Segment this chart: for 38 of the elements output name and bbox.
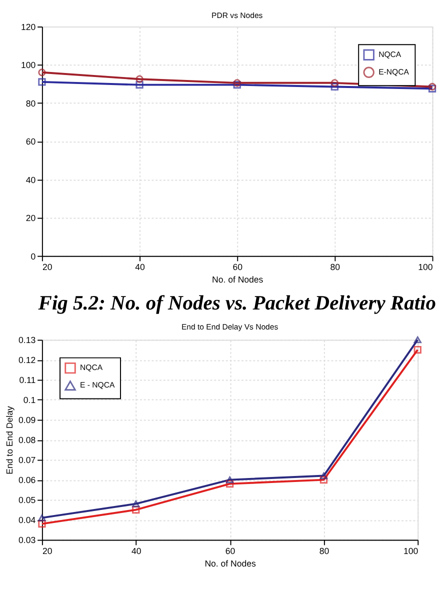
legend-label: E - NQCA — [80, 380, 116, 390]
x-tick-label: 80 — [319, 546, 330, 556]
x-tick-label: 40 — [135, 262, 146, 272]
y-tick-label: 20 — [26, 213, 36, 224]
y-tick-label: 0.13 — [18, 335, 36, 346]
y-tick-label: 0.08 — [18, 435, 36, 446]
y-tick-label: 0.04 — [18, 515, 36, 526]
y-tick-label: 80 — [26, 98, 36, 108]
y-tick-label: 0.1 — [23, 395, 36, 406]
x-tick-label: 60 — [225, 546, 236, 556]
legend-label: E-NQCA — [378, 67, 410, 76]
chart-title: PDR vs Nodes — [212, 10, 263, 20]
y-tick-label: 100 — [20, 60, 36, 70]
y-tick-label: 0.05 — [18, 495, 36, 506]
legend-label: NQCA — [378, 50, 402, 59]
y-tick-label: 40 — [26, 174, 36, 185]
y-tick-label: 0.07 — [18, 455, 36, 466]
y-tick-label: 0.12 — [18, 355, 36, 366]
x-tick-label: 80 — [330, 262, 340, 272]
y-tick-label: 0.09 — [18, 415, 36, 426]
x-tick-label: 40 — [131, 546, 142, 556]
y-tick-label: 0 — [30, 251, 36, 262]
x-axis-title: No. of Nodes — [204, 558, 256, 569]
y-tick-label: 60 — [26, 136, 36, 147]
x-tick-label: 100 — [403, 546, 418, 556]
x-tick-label: 20 — [42, 262, 52, 272]
x-tick-label: 60 — [232, 262, 243, 272]
y-tick-label: 0.06 — [18, 475, 36, 486]
y-tick-label: 120 — [20, 22, 36, 32]
y-tick-label: 0.11 — [19, 375, 36, 386]
x-tick-label: 100 — [418, 262, 433, 272]
legend-label: NQCA — [80, 363, 104, 372]
x-axis-title: No. of Nodes — [212, 274, 264, 285]
x-tick-label: 20 — [42, 546, 52, 556]
chart-title: End to End Delay Vs Nodes — [181, 322, 278, 332]
y-axis-title: End to End Delay — [4, 406, 15, 474]
y-tick-label: 0.03 — [18, 535, 36, 546]
caption: Fig 5.2: No. of Nodes vs. Packet Delivery Ratio — [37, 292, 436, 315]
